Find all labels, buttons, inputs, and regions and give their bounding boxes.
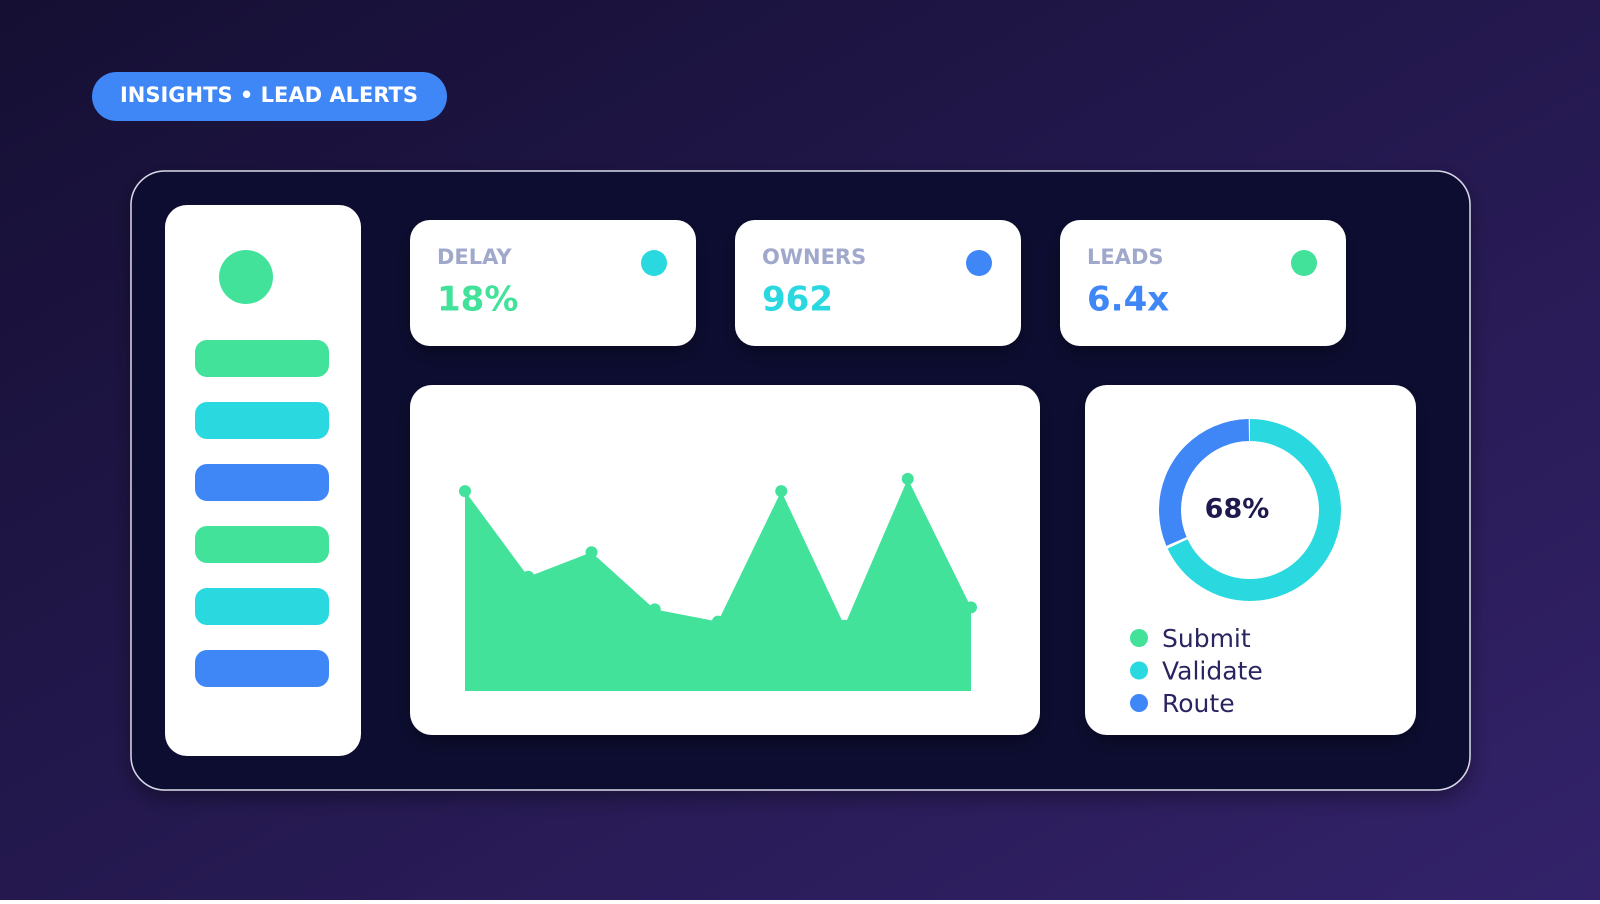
kpi-dot — [966, 250, 992, 276]
badge — [92, 72, 447, 121]
nav-item[interactable] — [195, 402, 329, 439]
kpi-card — [1060, 220, 1346, 346]
point — [648, 603, 661, 616]
avatar — [219, 250, 273, 304]
kpi-value: 18% — [437, 280, 518, 320]
nav-item[interactable] — [195, 340, 329, 377]
kpi-label: LEADS — [1087, 245, 1164, 269]
point — [965, 601, 977, 614]
kpi-value: 962 — [762, 280, 833, 320]
content: DELAY 18% OWNERS 962 LEADS 6.4x 68% Submit Valid… — [410, 220, 1346, 718]
legend-dot — [1130, 694, 1148, 712]
point — [522, 570, 535, 583]
kpi-value: 6.4x — [1087, 280, 1169, 320]
legend-label: Validate — [1162, 657, 1263, 686]
point — [459, 485, 471, 498]
point — [712, 615, 724, 628]
nav-item[interactable] — [195, 650, 329, 687]
legend-dot — [1130, 629, 1148, 647]
kpi-dot — [641, 250, 667, 276]
kpi-dot — [1291, 250, 1317, 276]
kpi-label: DELAY — [437, 245, 512, 269]
point — [901, 472, 914, 485]
kpi-card — [735, 220, 1021, 346]
point — [838, 619, 851, 632]
legend-label: Submit — [1162, 624, 1251, 653]
nav-item[interactable] — [195, 588, 329, 625]
donut-rest — [1159, 419, 1341, 601]
legend-dot — [1130, 661, 1148, 680]
point — [585, 546, 598, 559]
nav-item[interactable] — [195, 464, 329, 501]
kpi-card — [410, 220, 696, 346]
donut-label: 68% — [1205, 494, 1270, 525]
point — [775, 485, 788, 498]
legend-label: Route — [1162, 689, 1235, 718]
badge-text: INSIGHTS • LEAD ALERTS — [120, 83, 418, 107]
kpi-label: OWNERS — [762, 245, 866, 269]
area — [465, 478, 971, 691]
donut-arc — [1159, 419, 1341, 601]
nav-item[interactable] — [195, 526, 329, 563]
